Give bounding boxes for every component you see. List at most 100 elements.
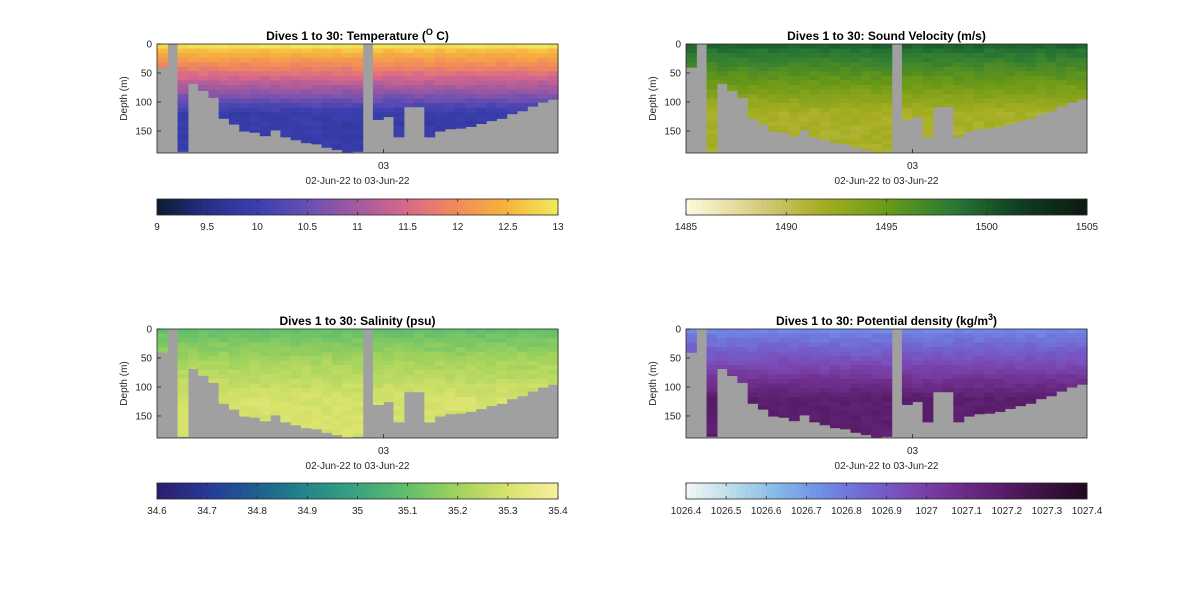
colorbar-tick-label: 1026.9 (871, 506, 902, 517)
data-cell (424, 134, 436, 138)
data-cell (922, 338, 934, 344)
data-cell (727, 84, 739, 91)
data-cell (840, 378, 852, 385)
data-cell (537, 53, 549, 59)
data-cell (372, 116, 384, 120)
colorbar-swatch (527, 483, 534, 499)
data-cell (424, 107, 436, 113)
data-cell (239, 44, 251, 50)
data-cell (177, 148, 189, 152)
data-cell (208, 57, 220, 63)
data-cell (860, 139, 872, 145)
data-cell (424, 125, 436, 131)
data-cell (829, 415, 841, 421)
data-cell (527, 57, 539, 63)
data-cell (850, 125, 862, 131)
data-cell (819, 410, 831, 416)
data-cell (455, 360, 467, 366)
data-cell (973, 365, 985, 371)
data-cell (706, 103, 718, 109)
colorbar-swatch (971, 483, 978, 499)
data-cell (984, 406, 996, 412)
data-cell (768, 397, 780, 403)
data-cell (747, 383, 759, 389)
data-cell (1045, 333, 1057, 339)
data-cell (716, 342, 728, 348)
data-cell (778, 351, 790, 357)
data-cell (737, 369, 749, 376)
data-cell (249, 66, 261, 72)
data-cell (352, 57, 364, 63)
data-cell (881, 356, 893, 362)
data-cell (352, 419, 364, 425)
data-cell (840, 392, 852, 398)
data-cell (768, 84, 780, 91)
data-cell (187, 338, 199, 344)
data-cell (973, 89, 985, 95)
data-cell (321, 369, 333, 376)
data-cell (249, 333, 261, 339)
data-cell (716, 356, 728, 362)
data-cell (860, 365, 872, 371)
data-cell (1076, 80, 1088, 86)
colorbar-swatch (696, 483, 702, 499)
data-cell (403, 351, 415, 357)
data-cell (994, 392, 1006, 398)
data-cell (871, 347, 882, 353)
data-cell (973, 342, 985, 348)
data-cell (527, 44, 539, 50)
data-cell (809, 406, 821, 412)
data-cell (1056, 75, 1068, 81)
data-cell (342, 383, 353, 389)
data-cell (943, 365, 954, 371)
data-cell (331, 44, 343, 50)
data-cell (871, 148, 882, 153)
data-cell (187, 342, 199, 348)
data-cell (424, 365, 436, 371)
data-cell (496, 93, 508, 100)
data-cell (984, 365, 996, 371)
data-cell (747, 48, 759, 54)
data-cell (157, 342, 168, 348)
data-cell (300, 98, 312, 104)
data-cell (239, 80, 251, 86)
data-cell (198, 374, 210, 376)
colorbar-swatch (696, 199, 702, 215)
data-cell (208, 80, 220, 86)
data-cell (973, 98, 985, 104)
data-cell (300, 419, 312, 425)
data-cell (465, 347, 477, 353)
data-cell (799, 333, 810, 339)
data-cell (311, 383, 323, 389)
data-cell (475, 392, 487, 398)
data-cell (963, 80, 975, 86)
data-cell (829, 134, 841, 140)
data-cell (444, 347, 456, 353)
data-cell (270, 89, 281, 95)
data-cell (516, 383, 528, 389)
data-cell (239, 71, 251, 77)
data-cell (311, 139, 323, 145)
colorbar-tick-label: 34.6 (147, 506, 167, 517)
data-cell (881, 392, 893, 398)
data-cell (393, 419, 405, 423)
colorbar-swatch (542, 483, 549, 499)
data-cell (963, 356, 975, 362)
data-cell (768, 351, 780, 357)
data-cell (239, 103, 251, 109)
colorbar-swatch (976, 199, 983, 215)
data-cell (372, 356, 384, 362)
data-cell (280, 329, 292, 335)
colorbar-swatch (746, 483, 752, 499)
data-cell (1025, 57, 1037, 63)
data-cell (943, 333, 954, 339)
data-cell (778, 98, 790, 104)
data-cell (757, 365, 769, 371)
data-cell (788, 401, 800, 407)
data-cell (1035, 44, 1047, 50)
data-cell (486, 103, 497, 109)
colorbar-swatch (307, 483, 313, 499)
colorbar-swatch (906, 483, 913, 499)
data-cell (475, 388, 487, 394)
data-cell (1004, 392, 1016, 398)
